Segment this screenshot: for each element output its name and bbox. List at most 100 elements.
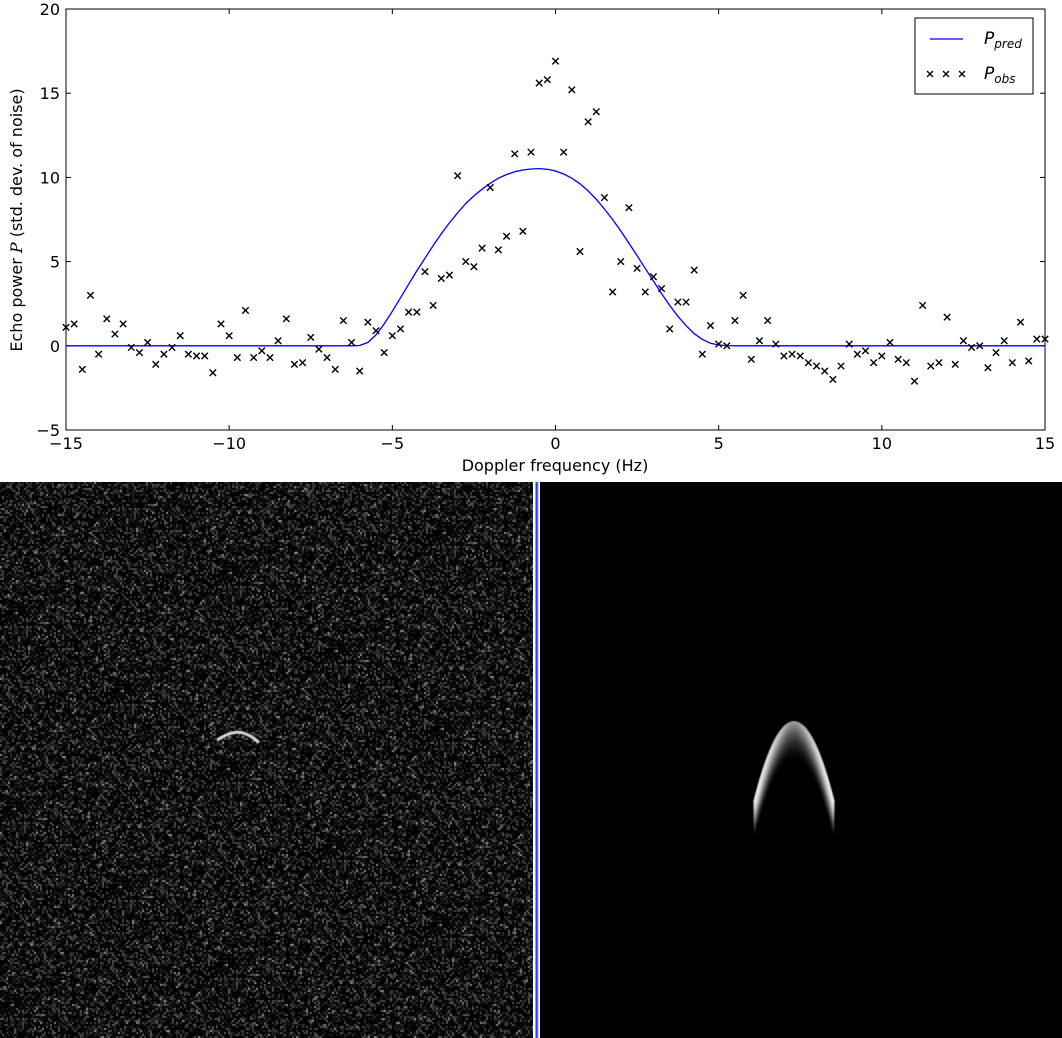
obs-point [380,348,388,357]
obs-point [86,291,95,299]
obs-point [967,343,976,352]
obs-point [796,352,804,360]
obs-point [494,246,503,254]
obs-point [347,338,356,347]
obs-point [217,320,225,328]
obs-point [837,362,845,370]
obs-point [364,318,372,326]
y-axis-label-prefix: Echo power [7,253,26,351]
obs-point [62,323,70,331]
x-tick-label: −10 [212,434,246,453]
obs-markers-group [62,57,1049,385]
obs-point [657,284,666,293]
obs-point [739,291,747,299]
obs-point [584,118,592,126]
legend-obs-swatch [942,70,950,78]
obs-point [943,313,951,321]
obs-point [290,360,299,369]
x-tick-label: 10 [872,434,892,453]
obs-point [878,352,886,360]
obs-point [1024,357,1033,365]
obs-point [812,362,821,370]
obs-point [886,338,894,347]
obs-point [127,343,135,352]
obs-point [421,268,429,276]
predicted-radar-canvas [540,482,1062,1038]
obs-point [682,298,690,306]
obs-point [282,315,290,323]
legend-obs-swatch [958,70,966,78]
obs-point [861,347,870,355]
obs-point [1000,337,1008,345]
obs-point [625,204,633,212]
obs-point [1008,358,1017,367]
image-divider [533,482,540,1038]
obs-point [331,365,339,374]
obs-point [502,232,511,241]
obs-point [600,193,609,202]
legend-pred-label: Ppred [984,29,1022,51]
obs-point [829,375,837,384]
obs-point [951,360,959,369]
obs-point [788,350,796,358]
y-tick-label: 10 [40,168,60,187]
obs-point [551,57,560,65]
obs-point [437,274,445,283]
obs-point [706,321,715,330]
obs-point [323,353,331,362]
obs-point [413,308,421,316]
obs-point [225,332,233,340]
obs-point [119,320,127,328]
obs-point [241,306,250,315]
obs-point [478,244,486,252]
y-axis-label: Echo power P (std. dev. of noise) [7,88,26,351]
obs-point [372,326,380,335]
echo-power-chart: −15 −10 −5 0 5 10 15 −5 0 5 10 15 20 Ppred Pobs Doppl… [7,0,1055,475]
obs-point [772,340,780,348]
obs-point [780,352,788,360]
y-axis-label-suffix: (std. dev. of noise) [7,88,26,242]
obs-point [821,367,829,375]
legend-box [914,17,1034,95]
obs-point [1041,335,1049,343]
x-axis-label: Doppler frequency (Hz) [462,456,649,475]
axis-ticks: −15 −10 −5 0 5 10 15 −5 0 5 10 15 20 [36,0,1055,453]
obs-point [755,337,764,345]
obs-point [249,353,258,362]
obs-point [429,301,437,310]
obs-point [470,262,478,271]
obs-point [192,352,201,360]
obs-point [70,320,78,328]
obs-point [453,172,462,180]
observed-radar-image [0,482,533,1038]
obs-point [200,352,209,360]
y-tick-label: 0 [50,337,60,356]
obs-point [576,247,584,256]
y-tick-label: 15 [40,84,60,103]
obs-point [649,273,658,281]
obs-point [258,347,266,355]
obs-point [388,332,397,340]
obs-point [608,288,617,296]
obs-point [519,227,527,235]
obs-point [959,337,968,345]
obs-point [233,353,242,362]
plot-frame [65,8,1046,431]
pred-curve-group [66,167,1045,347]
obs-point [143,338,152,347]
obs-point [902,358,911,367]
obs-point [592,108,600,116]
obs-point [992,348,1000,357]
obs-point [666,325,674,333]
y-tick-label: 20 [40,0,60,19]
obs-point [984,363,992,372]
obs-point [78,365,87,374]
obs-point [462,257,470,266]
obs-point [723,342,731,350]
obs-point [714,340,723,348]
obs-point [927,362,935,370]
obs-point [568,86,576,94]
obs-point [339,316,348,325]
y-tick-label: 5 [50,253,60,272]
predicted-radar-image [540,482,1062,1038]
